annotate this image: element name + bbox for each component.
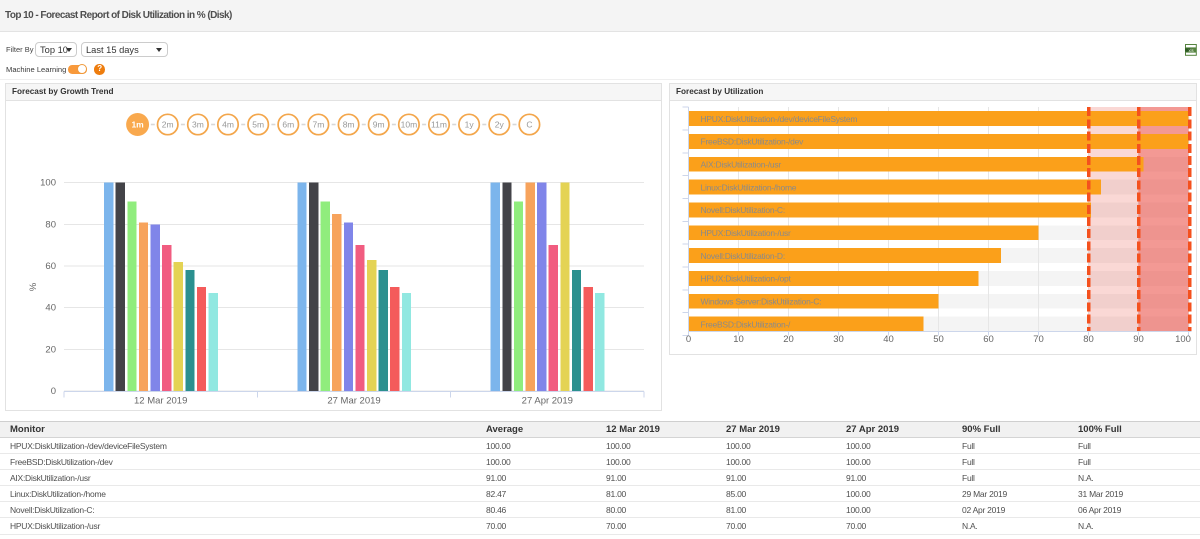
svg-text:90: 90: [1133, 334, 1144, 345]
svg-text:FreeBSD:DiskUtilization-/dev: FreeBSD:DiskUtilization-/dev: [701, 137, 805, 147]
svg-text:1y: 1y: [465, 120, 475, 130]
svg-text:2y: 2y: [495, 120, 505, 130]
svg-text:0: 0: [51, 386, 56, 397]
svg-text:xls: xls: [1188, 48, 1193, 53]
svg-text:6m: 6m: [282, 120, 294, 130]
svg-text:27 Apr 2019: 27 Apr 2019: [522, 396, 573, 407]
svg-text:40: 40: [883, 334, 894, 345]
svg-text:80: 80: [45, 219, 56, 230]
svg-text:12 Mar 2019: 12 Mar 2019: [134, 396, 187, 407]
svg-text:HPUX:DiskUtilization-/opt: HPUX:DiskUtilization-/opt: [701, 274, 792, 284]
svg-text:100: 100: [1175, 334, 1191, 345]
svg-text:30: 30: [833, 334, 844, 345]
svg-text:20: 20: [783, 334, 794, 345]
svg-text:80: 80: [1083, 334, 1094, 345]
svg-text:20: 20: [45, 344, 56, 355]
svg-text:4m: 4m: [222, 120, 234, 130]
svg-text:40: 40: [45, 303, 56, 314]
svg-text:%: %: [28, 282, 39, 291]
svg-text:HPUX:DiskUtilization-/dev/devi: HPUX:DiskUtilization-/dev/deviceFileSyst…: [701, 114, 858, 124]
svg-text:10m: 10m: [401, 120, 418, 130]
svg-text:2m: 2m: [162, 120, 174, 130]
svg-text:70: 70: [1033, 334, 1044, 345]
svg-text:50: 50: [933, 334, 944, 345]
svg-text:AIX:DiskUtilization-/usr: AIX:DiskUtilization-/usr: [701, 160, 782, 170]
svg-text:HPUX:DiskUtilization-/usr: HPUX:DiskUtilization-/usr: [701, 228, 792, 238]
svg-text:7m: 7m: [312, 120, 324, 130]
svg-text:Windows Server:DiskUtilization: Windows Server:DiskUtilization-C:: [701, 297, 822, 307]
svg-text:C: C: [526, 120, 532, 130]
svg-text:9m: 9m: [373, 120, 385, 130]
svg-text:60: 60: [45, 261, 56, 272]
svg-text:27 Mar 2019: 27 Mar 2019: [327, 396, 380, 407]
svg-text:Novell:DiskUtilization-C:: Novell:DiskUtilization-C:: [701, 205, 785, 215]
svg-text:Linux:DiskUtilization-/home: Linux:DiskUtilization-/home: [701, 182, 797, 192]
svg-text:11m: 11m: [431, 120, 447, 130]
svg-text:8m: 8m: [343, 120, 355, 130]
svg-text:FreeBSD:DiskUtilization-/: FreeBSD:DiskUtilization-/: [701, 319, 792, 329]
svg-text:0: 0: [686, 334, 691, 345]
svg-text:1m: 1m: [131, 120, 144, 130]
svg-text:100: 100: [40, 178, 56, 189]
svg-text:3m: 3m: [192, 120, 204, 130]
svg-text:10: 10: [733, 334, 744, 345]
svg-text:5m: 5m: [252, 120, 264, 130]
svg-text:Novell:DiskUtilization-D:: Novell:DiskUtilization-D:: [701, 251, 785, 261]
svg-text:60: 60: [983, 334, 994, 345]
